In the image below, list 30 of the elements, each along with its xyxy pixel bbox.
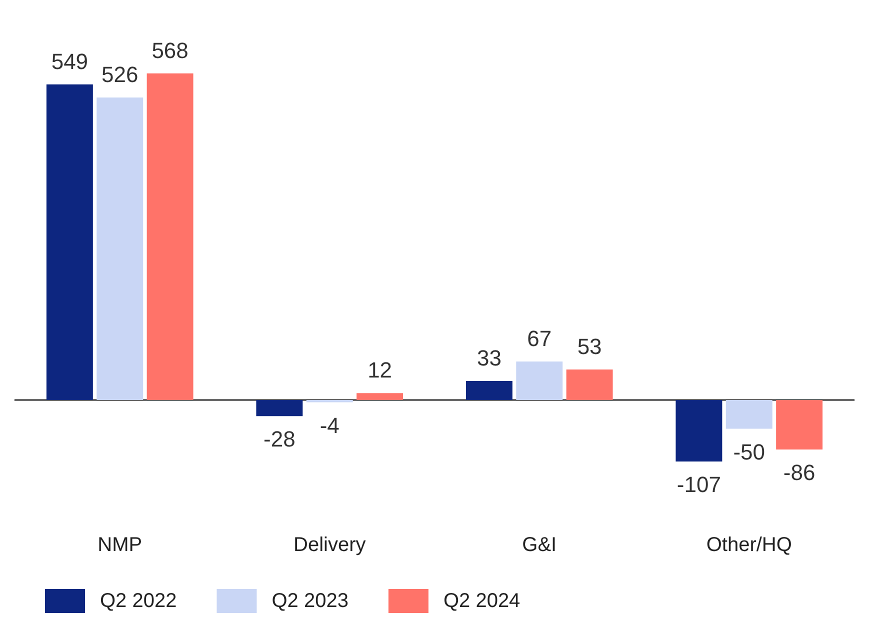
data-label: 33 (476, 346, 502, 371)
data-label: 549 (51, 48, 88, 74)
x-tick-label: NMP (98, 534, 142, 556)
data-label: -107 (676, 472, 721, 498)
bar (566, 370, 613, 400)
bar (96, 98, 144, 400)
data-label: -28 (264, 426, 296, 452)
bar (776, 400, 823, 450)
bar (146, 73, 194, 400)
bar (46, 84, 93, 400)
data-label: 53 (577, 334, 602, 360)
data-label: 12 (368, 358, 392, 383)
bar (466, 381, 512, 400)
legend-label: Q2 2022 (100, 590, 177, 612)
bar (676, 400, 722, 462)
x-tick-label: Other/HQ (706, 534, 792, 556)
bar (356, 393, 404, 400)
bar (256, 400, 303, 416)
data-label: 67 (527, 326, 552, 351)
x-tick-label: G&I (522, 534, 557, 556)
legend-label: Q2 2023 (272, 590, 348, 612)
bar (516, 361, 563, 400)
data-label: 526 (102, 62, 138, 88)
data-label: -4 (320, 412, 340, 438)
legend-label: Q2 2024 (443, 590, 520, 612)
data-label: -50 (733, 439, 766, 464)
data-label: -86 (783, 460, 816, 485)
data-label: 568 (152, 38, 188, 63)
x-tick-label: Delivery (294, 534, 366, 556)
bar (726, 400, 772, 429)
